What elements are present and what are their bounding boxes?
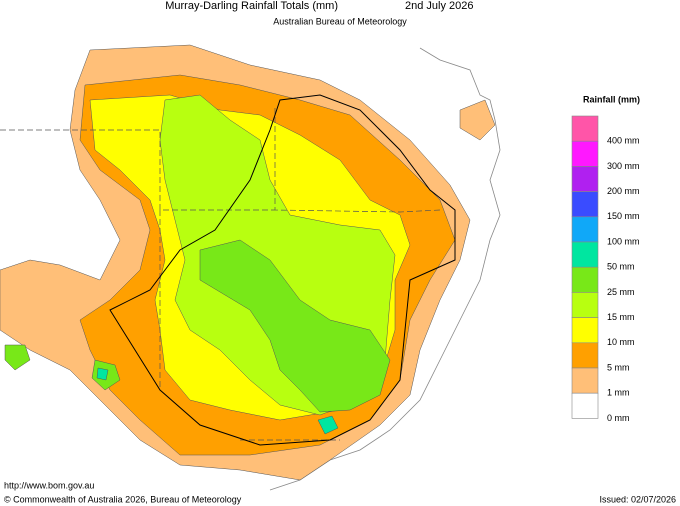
legend-swatch: [571, 392, 599, 419]
legend-label: 1 mm: [607, 388, 630, 398]
legend-label: 400 mm: [607, 136, 640, 146]
legend-label: 300 mm: [607, 161, 640, 171]
legend-swatch: [571, 140, 599, 167]
coastline: [269, 47, 501, 491]
title: Murray-Darling Rainfall Totals (mm): [165, 0, 338, 12]
date: 2nd July 2026: [405, 0, 474, 12]
legend-label: 150 mm: [607, 211, 640, 221]
legend-label: 50 mm: [607, 262, 635, 272]
legend-swatch: [571, 292, 599, 318]
legend-label: 100 mm: [607, 236, 640, 246]
subtitle: Australian Bureau of Meteorology: [273, 16, 407, 26]
legend-swatch: [571, 266, 599, 293]
rain-zone-teal: [317, 415, 339, 435]
legend-swatch: [571, 216, 599, 243]
footer-copyright: © Commonwealth of Australia 2026, Bureau…: [4, 494, 242, 504]
legend-swatch: [571, 166, 599, 192]
rain-zone-green: [199, 239, 391, 413]
legend-swatch: [571, 342, 599, 369]
state-border: [0, 108, 441, 441]
map: [0, 40, 570, 491]
rain-zone-teal: [96, 367, 109, 381]
legend-swatch: [571, 367, 599, 394]
footer-url: http://www.bom.gov.au: [4, 480, 94, 490]
legend-label: 5 mm: [607, 362, 630, 372]
legend-title: Rainfall (mm): [583, 94, 640, 104]
legend-label: 10 mm: [607, 337, 635, 347]
legend: Rainfall (mm) 400 mm 300 mm 200 mm 150 mm 10…: [571, 94, 640, 423]
legend-label: 200 mm: [607, 186, 640, 196]
footer-issued: Issued: 02/07/2026: [599, 494, 676, 504]
legend-swatch: [571, 191, 599, 218]
basin-boundary: [109, 94, 456, 446]
legend-label: 0 mm: [607, 413, 630, 423]
legend-label: 25 mm: [607, 287, 635, 297]
legend-swatch: [571, 241, 599, 268]
rain-zone-light-orange: [459, 99, 496, 141]
legend-swatch: [571, 317, 599, 344]
rain-zone-green: [4, 344, 31, 371]
legend-label: 15 mm: [607, 312, 635, 322]
legend-swatch: [571, 115, 599, 142]
